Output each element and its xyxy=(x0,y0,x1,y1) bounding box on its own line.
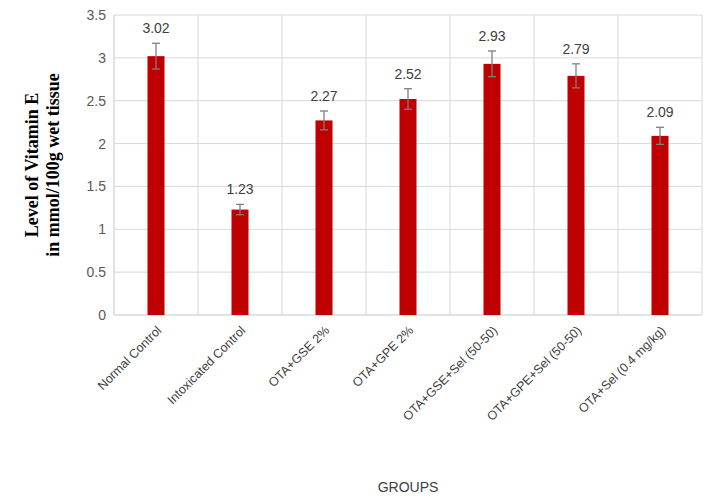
error-stem xyxy=(239,204,240,214)
grid-line-vertical xyxy=(618,15,619,315)
x-tick-label: Intoxicated Control xyxy=(165,323,249,407)
bar xyxy=(400,99,417,315)
error-stem xyxy=(575,64,576,88)
x-tick-label: OTA+GPE+Sel (50-50) xyxy=(484,323,584,423)
y-tick-label: 1.5 xyxy=(87,178,107,194)
error-cap xyxy=(236,204,244,205)
data-label: 3.02 xyxy=(142,20,169,36)
y-tick-label: 0.5 xyxy=(87,264,107,280)
error-bar xyxy=(572,64,580,88)
grid-line-vertical xyxy=(366,15,367,315)
error-bar xyxy=(404,89,412,110)
data-label: 2.93 xyxy=(478,28,505,44)
y-axis-label-line: in mmol/100g wet tissue xyxy=(43,73,63,257)
y-tick-label: 1 xyxy=(98,221,106,237)
error-bar xyxy=(152,43,160,69)
error-cap xyxy=(656,144,664,145)
error-cap xyxy=(572,87,580,88)
grid-line-vertical xyxy=(282,15,283,315)
bar xyxy=(232,210,249,315)
y-tick-label: 0 xyxy=(98,307,106,323)
y-tick-label: 2 xyxy=(98,136,106,152)
bars xyxy=(148,43,669,315)
grid-line-vertical xyxy=(450,15,451,315)
grid-line-vertical xyxy=(114,15,115,315)
x-tick-label: OTA+GSE 2% xyxy=(266,323,332,389)
y-tick-label: 3 xyxy=(98,50,106,66)
error-cap xyxy=(572,63,580,64)
error-bar xyxy=(656,127,664,144)
error-cap xyxy=(656,127,664,128)
error-cap xyxy=(488,76,496,77)
error-stem xyxy=(407,89,408,110)
bar xyxy=(484,64,501,315)
x-tick-label: OTA+GSE+Sel (50-50) xyxy=(400,323,500,423)
x-axis-label: GROUPS xyxy=(378,479,439,495)
chart: 0 0.5 1 1.5 2 2.5 3 3.5 3.02 1.23 2.27 2.52 2.93 2.79… xyxy=(0,0,710,502)
error-cap xyxy=(152,43,160,44)
x-tick-label: OTA+GPE 2% xyxy=(350,323,416,389)
grid-line-vertical xyxy=(534,15,535,315)
error-stem xyxy=(155,43,156,69)
error-cap xyxy=(152,68,160,69)
error-cap xyxy=(404,109,412,110)
y-axis-label: Level of Vitamin Ein mmol/100g wet tissu… xyxy=(22,73,63,257)
data-label: 2.52 xyxy=(394,66,421,82)
bar xyxy=(652,136,669,315)
y-tick-label: 2.5 xyxy=(87,93,107,109)
error-bar xyxy=(320,111,328,130)
error-cap xyxy=(488,50,496,51)
bar xyxy=(568,76,585,315)
bar xyxy=(148,56,165,315)
error-cap xyxy=(320,110,328,111)
error-stem xyxy=(491,51,492,77)
grid-line-vertical xyxy=(702,15,703,315)
error-stem xyxy=(323,111,324,130)
x-tick-label: OTA+Sel (0.4 mg/kg) xyxy=(576,323,669,416)
grid-line-vertical xyxy=(198,15,199,315)
error-cap xyxy=(236,214,244,215)
y-tick-label: 3.5 xyxy=(87,7,107,23)
x-tick-label: Normal Control xyxy=(95,323,164,392)
data-label: 2.27 xyxy=(310,88,337,104)
bar xyxy=(316,120,333,315)
error-bar xyxy=(488,51,496,77)
error-cap xyxy=(320,129,328,130)
y-axis-line xyxy=(114,15,115,315)
data-label: 2.09 xyxy=(646,104,673,120)
data-label: 1.23 xyxy=(226,181,253,197)
error-cap xyxy=(404,88,412,89)
y-axis-label-line: Level of Vitamin E xyxy=(22,93,42,238)
data-label: 2.79 xyxy=(562,41,589,57)
error-stem xyxy=(659,127,660,144)
error-bar xyxy=(236,204,244,214)
grid-line xyxy=(114,57,702,58)
grid-line xyxy=(114,15,702,16)
